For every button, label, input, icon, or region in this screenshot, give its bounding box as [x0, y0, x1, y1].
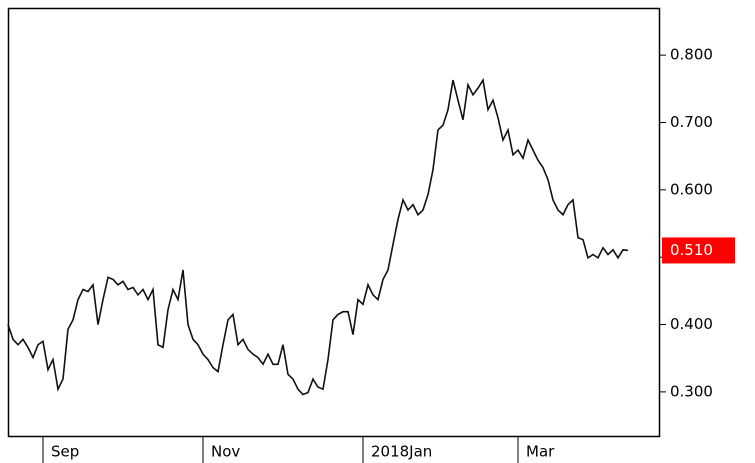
plot-frame — [7, 7, 661, 438]
last-value-badge — [662, 237, 735, 264]
x-tick-label: 2018Jan — [371, 443, 432, 461]
last-value-label: 0.510 — [670, 241, 713, 259]
x-tick-label: Mar — [526, 443, 555, 461]
x-tick-label: Sep — [51, 443, 79, 461]
y-tick-label: 0.300 — [670, 382, 713, 400]
y-tick-label: 0.700 — [670, 113, 713, 131]
y-tick-label: 0.600 — [670, 180, 713, 198]
y-tick-label: 0.400 — [670, 315, 713, 333]
y-tick-label: 0.800 — [670, 46, 713, 64]
price-line — [7, 77, 629, 396]
x-tick-label: Nov — [211, 443, 240, 461]
